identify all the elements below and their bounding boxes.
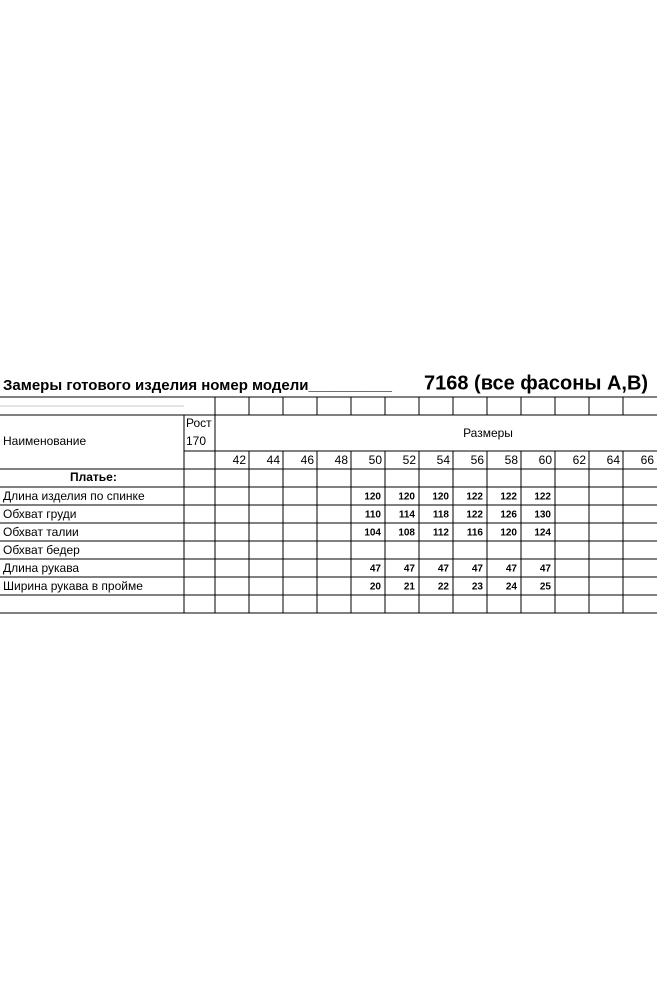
cell-value: 20 (370, 582, 382, 593)
size-label: 66 (641, 453, 655, 467)
size-label: 42 (233, 453, 247, 467)
cell-value: 122 (534, 492, 551, 503)
cell-value: 108 (398, 528, 415, 539)
row-label: Обхват груди (3, 507, 77, 521)
title: Замеры готового изделия номер модели____… (3, 377, 393, 394)
cell-value: 118 (433, 510, 450, 521)
row-label: Обхват талии (3, 525, 79, 539)
height-value: 170 (186, 434, 206, 448)
cell-value: 124 (534, 528, 551, 539)
cell-value: 120 (398, 492, 415, 503)
size-label: 44 (267, 453, 281, 467)
size-label: 56 (471, 453, 485, 467)
cell-value: 22 (438, 582, 450, 593)
cell-value: 47 (472, 564, 484, 575)
cell-value: 47 (370, 564, 382, 575)
cell-value: 25 (540, 582, 552, 593)
model-number: 7168 (все фасоны А,В) (424, 372, 648, 394)
size-label: 60 (539, 453, 553, 467)
cell-value: 130 (534, 510, 551, 521)
cell-value: 114 (399, 510, 416, 521)
cell-value: 122 (500, 492, 517, 503)
cell-value: 23 (472, 582, 484, 593)
sizes-header: Размеры (463, 426, 513, 440)
cell-value: 47 (506, 564, 518, 575)
cell-value: 24 (506, 582, 518, 593)
size-label: 52 (403, 453, 417, 467)
size-label: 62 (573, 453, 587, 467)
row-label: Ширина рукава в пройме (3, 579, 143, 593)
section-label: Платье: (70, 470, 117, 484)
cell-value: 122 (466, 492, 483, 503)
size-label: 46 (301, 453, 315, 467)
size-label: 58 (505, 453, 519, 467)
cell-value: 126 (500, 510, 517, 521)
cell-value: 21 (404, 582, 416, 593)
height-header: Рост (186, 416, 212, 430)
size-label: 50 (369, 453, 383, 467)
cell-value: 116 (467, 528, 484, 539)
row-label: Длина изделия по спинке (3, 489, 145, 503)
row-label: Обхват бедер (3, 543, 80, 557)
cell-value: 120 (432, 492, 449, 503)
cell-value: 110 (365, 510, 382, 521)
size-label: 54 (437, 453, 451, 467)
cell-value: 120 (364, 492, 381, 503)
size-label: 64 (607, 453, 621, 467)
cell-value: 47 (540, 564, 552, 575)
cell-value: 120 (500, 528, 517, 539)
cell-value: 104 (364, 528, 381, 539)
size-label: 48 (335, 453, 349, 467)
cell-value: 122 (466, 510, 483, 521)
cell-value: 47 (404, 564, 416, 575)
cell-value: 47 (438, 564, 450, 575)
cell-value: 112 (433, 528, 450, 539)
name-header: Наименование (3, 434, 87, 448)
row-label: Длина рукава (3, 561, 79, 575)
